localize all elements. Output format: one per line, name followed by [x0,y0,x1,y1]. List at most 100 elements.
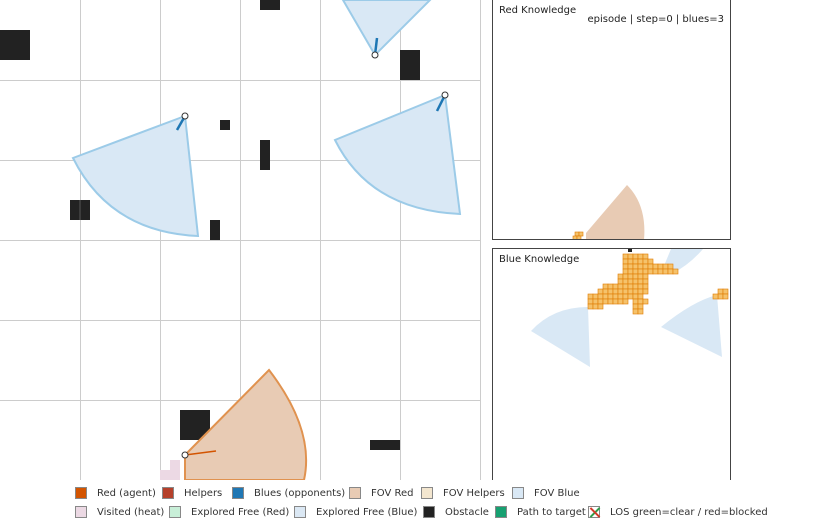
known-cell [637,253,644,260]
known-cell [642,263,649,270]
known-cell [622,283,629,290]
known-cell [637,288,644,295]
known-cell [637,303,644,310]
obstacle [400,50,420,80]
known-cell [622,263,629,270]
known-cell [632,288,639,295]
legend-swatch [75,506,87,518]
known-cell [667,263,674,270]
known-cell [627,288,634,295]
blue-agent [175,112,189,131]
known-cell [592,293,599,300]
known-cell [607,293,614,300]
known-cell [667,268,674,275]
known-cell [617,278,624,285]
known-cell [627,268,634,275]
known-cell [717,293,724,300]
legend-label: Helpers [184,487,223,499]
known-cell [607,283,614,290]
legend-label: LOS green=clear / red=blocked [610,506,768,518]
known-cell [622,298,629,305]
legend-item-fov-helpers: FOV Helpers [421,484,505,502]
blue-agent [371,37,379,59]
legend-swatch [162,487,174,499]
known-cell [722,288,729,295]
known-cell [632,303,639,310]
legend-label: FOV Blue [534,487,580,499]
known-cell [632,298,639,305]
known-cell [607,298,614,305]
known-cell [587,298,594,305]
known-cell [617,283,624,290]
legend: Red (agent) Helpers Blues (opponents) FO… [0,480,832,519]
legend-item-explored-red: Explored Free (Red) [169,503,289,521]
known-cell [647,268,654,275]
legend-swatch [423,506,435,518]
known-cell [637,308,644,315]
obstacle [260,140,270,170]
obstacle [0,30,30,60]
blue-knowledge-title: Blue Knowledge [499,254,580,265]
blue-agent [435,91,449,112]
known-cell [632,283,639,290]
known-cell [632,308,639,315]
known-cell [637,258,644,265]
known-cell [612,283,619,290]
known-cell [622,273,629,280]
known-cell [637,283,644,290]
legend-label: Visited (heat) [97,506,165,518]
legend-swatch [495,506,507,518]
known-cell [662,268,669,275]
known-cell [642,273,649,280]
known-cell [602,283,609,290]
known-cell [622,288,629,295]
known-cell [627,258,634,265]
known-cell [657,268,664,275]
blue-knowledge-map [531,249,729,367]
known-cell [637,298,644,305]
known-cell [722,293,729,300]
legend-label: Explored Free (Blue) [316,506,418,518]
known-cell [642,258,649,265]
known-cell [592,298,599,305]
los-cross-icon [588,506,600,518]
legend-label: Obstacle [445,506,489,518]
known-cell [612,288,619,295]
known-cell [632,273,639,280]
known-cell [602,293,609,300]
known-cell [617,298,624,305]
legend-label: Explored Free (Red) [191,506,290,518]
legend-label: Blues (opponents) [254,487,346,499]
known-cell [712,293,719,300]
obstacle [370,440,400,450]
known-cell [607,288,614,295]
known-cell [642,278,649,285]
known-cell [632,258,639,265]
known-cell [617,288,624,295]
known-cell [632,253,639,260]
known-cell [597,288,604,295]
known-cell [627,278,634,285]
blue-knowledge-panel: Blue Knowledge [492,248,731,480]
known-cell [647,263,654,270]
red-fov [184,368,308,480]
known-cell [637,263,644,270]
known-cell [717,288,724,295]
known-cell [642,268,649,275]
known-cell [597,293,604,300]
known-cell [627,253,634,260]
red-knowledge-map [572,185,645,239]
obstacle [260,0,280,10]
red-knowledge-panel: Red Knowledge episode | step=0 | blues=3 [492,0,731,240]
known-cell [637,268,644,275]
known-cell [622,253,629,260]
known-cell [632,263,639,270]
known-cell [642,283,649,290]
known-cell [652,268,659,275]
legend-item-los: LOS green=clear / red=blocked [588,503,768,521]
known-cell [637,293,644,300]
known-cell [592,303,599,310]
known-cell [632,293,639,300]
known-cell [642,253,649,260]
known-cell [642,288,649,295]
